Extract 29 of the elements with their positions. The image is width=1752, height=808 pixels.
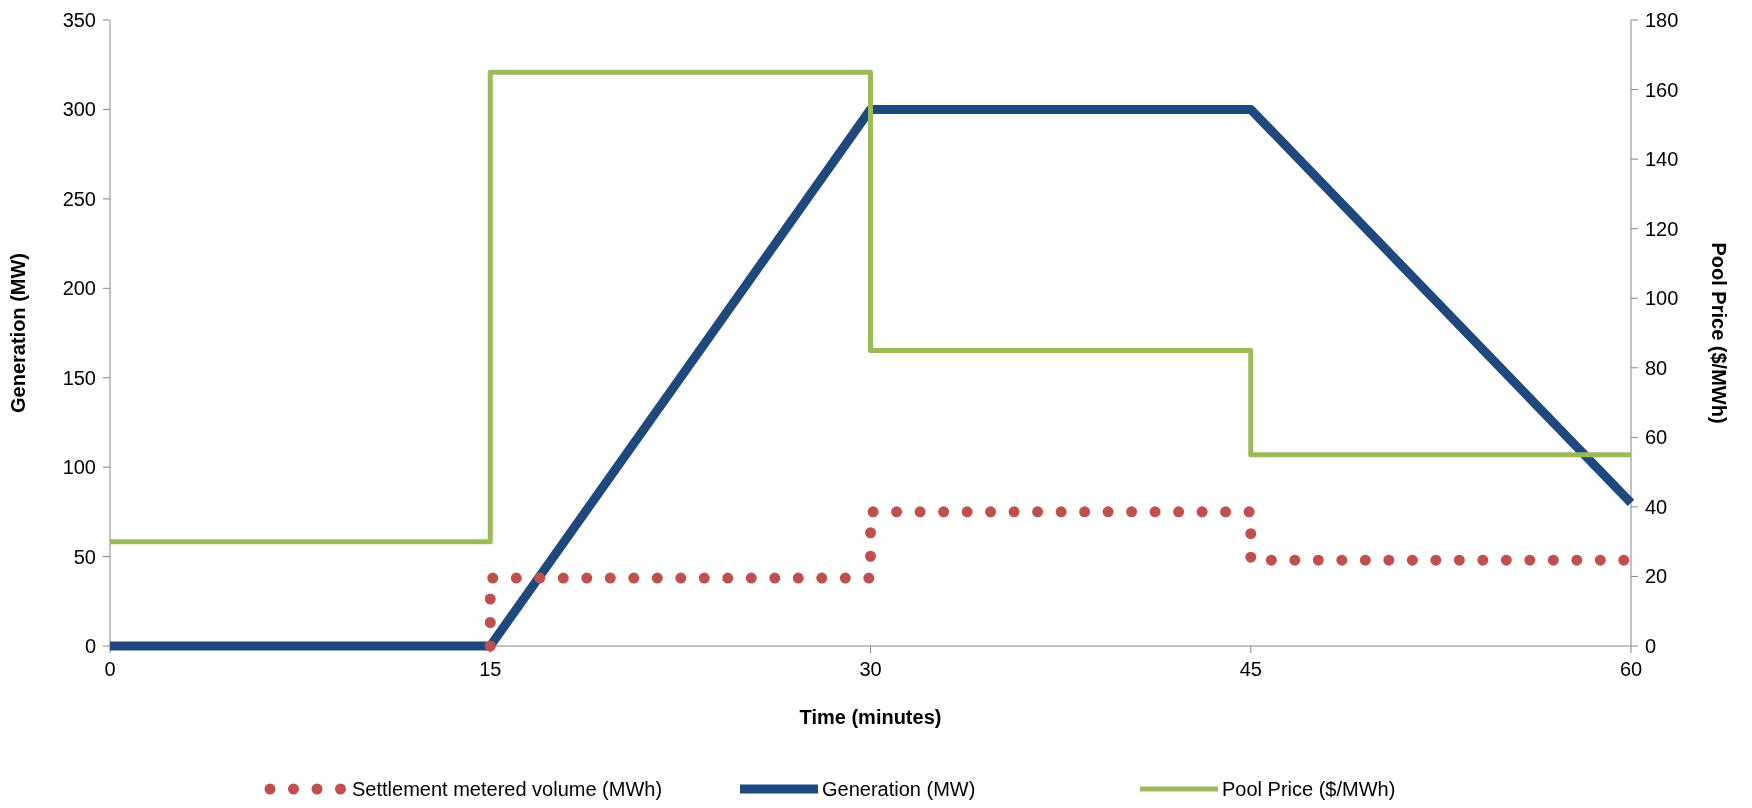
x-tick-label: 15 (479, 658, 502, 680)
y2-tick-label: 120 (1645, 217, 1679, 240)
y2-tick-label: 180 (1645, 9, 1679, 31)
y2-tick-label: 160 (1645, 78, 1679, 101)
x-tick-label: 45 (1239, 658, 1262, 680)
y-tick-label: 50 (73, 545, 96, 568)
y2-axis-title: Pool Price ($/MWh) (1708, 242, 1730, 424)
legend-label: Settlement metered volume (MWh) (352, 778, 663, 800)
y-tick-label: 250 (62, 187, 96, 210)
y-tick-label: 0 (84, 635, 96, 657)
x-tick-label: 60 (1619, 658, 1643, 680)
x-tick-label: 30 (859, 658, 882, 680)
y-tick-label: 200 (62, 277, 96, 300)
y-tick-label: 100 (62, 456, 96, 479)
y2-tick-label: 80 (1645, 356, 1668, 379)
legend-label: Generation (MW) (822, 778, 976, 800)
y2-tick-label: 0 (1645, 635, 1657, 657)
y2-tick-label: 60 (1645, 426, 1668, 449)
y2-tick-label: 20 (1645, 565, 1668, 588)
legend-label: Pool Price ($/MWh) (1222, 778, 1396, 800)
y-tick-label: 150 (62, 366, 96, 389)
x-axis-title: Time (minutes) (799, 706, 942, 728)
y2-tick-label: 140 (1645, 148, 1679, 171)
y2-tick-label: 100 (1645, 287, 1679, 310)
y-tick-label: 300 (62, 98, 96, 121)
y-axis-title: Generation (MW) (7, 253, 29, 413)
y2-tick-label: 40 (1645, 495, 1668, 518)
y-tick-label: 350 (62, 9, 96, 31)
x-tick-label: 0 (104, 658, 116, 680)
